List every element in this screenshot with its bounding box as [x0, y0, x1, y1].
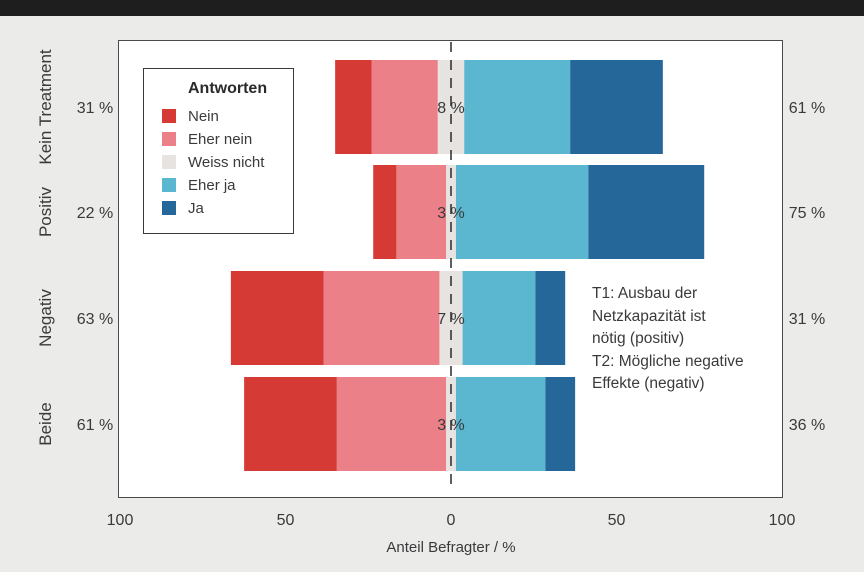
treatment-note: T1: Ausbau der Netzkapazität ist nötig (…: [592, 283, 777, 396]
legend-label: Ja: [188, 199, 204, 217]
bar-ja: [545, 377, 576, 471]
labels-group: 8 % 31 % 61 % Kein Treatment 3 % 22 % 75 % Posi…: [36, 49, 825, 529]
note-line: Netzkapazität ist: [592, 307, 706, 325]
legend-label: Nein: [188, 107, 219, 125]
legend-swatch: [162, 109, 176, 123]
right-total-label: 61 %: [789, 100, 825, 117]
right-total-label: 36 %: [789, 417, 825, 434]
bar-nein: [230, 271, 324, 365]
category-label: Kein Treatment: [36, 49, 55, 165]
right-total-label: 75 %: [789, 205, 825, 222]
neutral-percent-label: 3 %: [437, 205, 465, 222]
bar-eher-nein: [336, 377, 447, 471]
legend-swatch: [162, 132, 176, 146]
note-line: Effekte (negativ): [592, 375, 705, 392]
x-axis-title: Anteil Befragter / %: [386, 539, 515, 556]
x-tick-label: 100: [769, 512, 796, 529]
left-total-label: 22 %: [77, 205, 113, 222]
top-bar: [0, 0, 864, 16]
category-label: Positiv: [36, 186, 55, 237]
bar-eher-ja: [455, 377, 546, 471]
right-total-label: 31 %: [789, 311, 825, 328]
neutral-percent-label: 8 %: [437, 100, 465, 117]
neutral-percent-label: 7 %: [437, 311, 465, 328]
left-total-label: 61 %: [77, 417, 113, 434]
bar-nein: [244, 377, 337, 471]
legend-item-weiss-nicht: Weiss nicht: [162, 152, 264, 172]
category-label: Beide: [36, 402, 55, 445]
bar-ja: [588, 165, 705, 259]
x-tick-label: 50: [277, 512, 295, 529]
bar-eher-nein: [371, 60, 438, 154]
legend-swatch: [162, 178, 176, 192]
bar-ja: [570, 60, 663, 154]
legend-label: Weiss nicht: [188, 153, 265, 171]
legend-label: Eher nein: [188, 130, 253, 148]
bar-eher-ja: [455, 165, 589, 259]
x-tick-label: 50: [608, 512, 626, 529]
bar-nein: [373, 165, 397, 259]
legend-item-ja: Ja: [162, 198, 204, 218]
note-line: T2: Mögliche negative: [592, 352, 744, 370]
bar-eher-nein: [396, 165, 447, 259]
legend-label: Eher ja: [188, 176, 236, 194]
legend-item-eher-ja: Eher ja: [162, 175, 236, 195]
note-line: nötig (positiv): [592, 330, 685, 347]
category-label: Negativ: [36, 289, 55, 347]
bar-eher-nein: [323, 271, 440, 365]
x-tick-label: 0: [447, 512, 456, 529]
note-line: T1: Ausbau der: [592, 285, 698, 302]
neutral-percent-label: 3 %: [437, 417, 465, 434]
legend-item-nein: Nein: [162, 106, 219, 126]
bar-nein: [335, 60, 372, 154]
bar-ja: [535, 271, 566, 365]
left-total-label: 63 %: [77, 311, 113, 328]
legend: Antworten Nein Eher nein Weiss nicht Ehe…: [143, 68, 294, 234]
legend-title: Antworten: [188, 80, 268, 97]
bar-eher-ja: [462, 271, 536, 365]
left-total-label: 31 %: [77, 100, 113, 117]
bar-eher-ja: [464, 60, 571, 154]
bars-group: [230, 60, 705, 471]
legend-swatch: [162, 155, 176, 169]
x-tick-label: 100: [107, 512, 134, 529]
legend-swatch: [162, 201, 176, 215]
legend-item-eher-nein: Eher nein: [162, 129, 252, 149]
